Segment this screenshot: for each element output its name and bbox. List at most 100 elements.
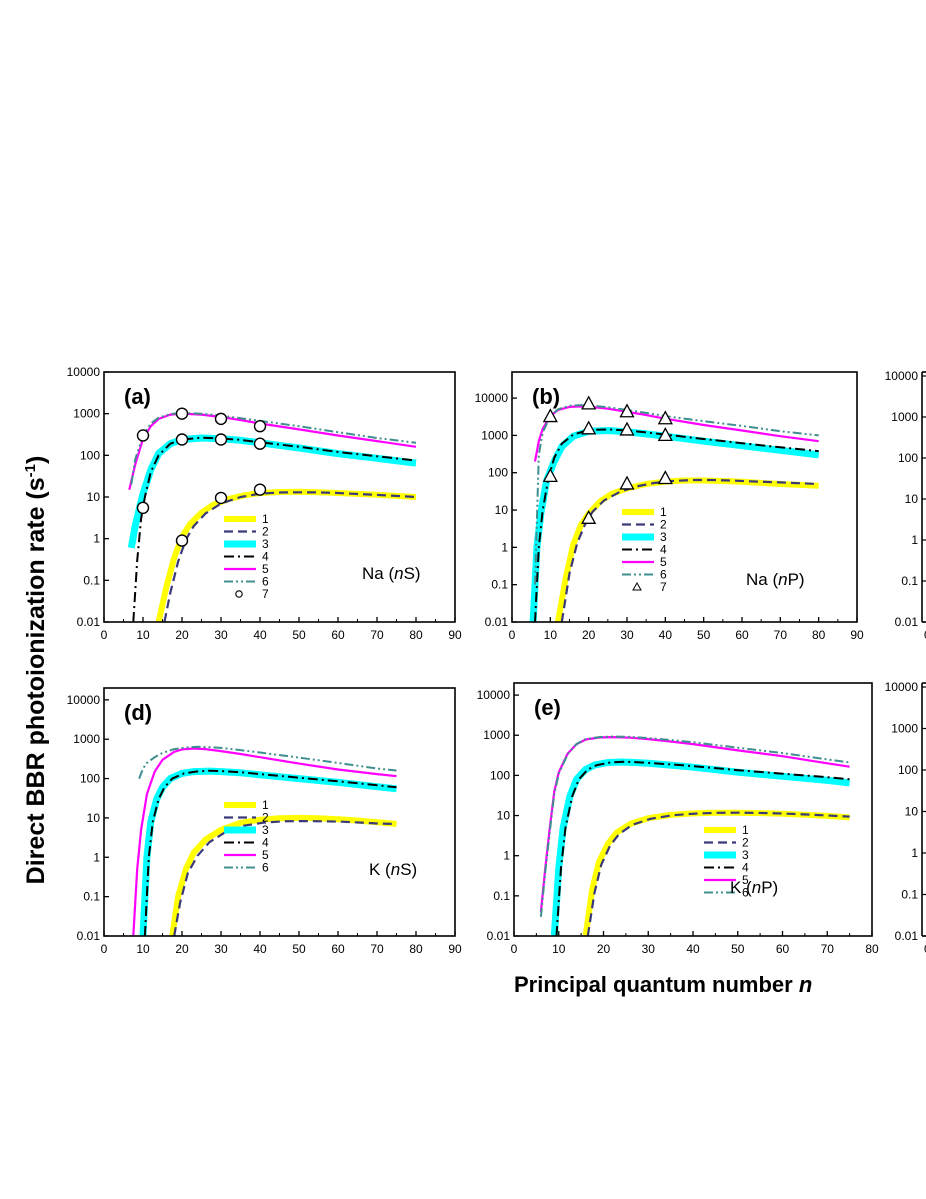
x-tick-label: 50 [697,628,711,642]
partial-y-tick-label: 1 [911,533,918,547]
legend-label: 2 [660,518,667,532]
species-name: K ( [369,860,391,879]
x-tick-label: 60 [331,942,345,956]
partial-y-tick-label: 10 [905,805,919,819]
x-tick-label: 40 [253,942,267,956]
partial-y-tick-label: 0.1 [901,888,918,902]
y-tick-label: 100 [80,448,100,462]
x-tick-label: 0 [511,942,518,956]
y-tick-label: 0.1 [491,578,508,592]
series-line-5 [128,412,417,490]
panel-label: (e) [534,695,561,720]
y-tick-label: 0.01 [77,615,101,629]
panel-b: 0 10 20 30 40 50 60 70 80 90 0.01 0.1 1 10 100 1000 1000… [475,371,864,642]
series-line-5 [533,405,819,462]
x-tick-label: 0 [101,628,108,642]
y-tick-label: 100 [80,772,100,786]
series-line-4 [132,436,417,622]
partial-y-tick-label: 1 [911,846,918,860]
panel-label: (b) [532,384,560,409]
y-tick-label: 10 [87,811,101,825]
x-tick-label: 70 [774,628,788,642]
y-tick-label: 0.1 [83,573,100,587]
legend-label: 4 [660,543,667,557]
x-tick-label: 0 [509,628,516,642]
x-tick-label: 70 [370,628,384,642]
data-marker [175,407,189,420]
legend-label: 3 [262,823,269,837]
y-tick-label: 0.1 [83,890,100,904]
x-tick-label: 40 [253,628,267,642]
legend-label: 6 [660,568,667,582]
x-tick-label: 30 [214,628,228,642]
plot-frame [103,371,456,623]
data-marker [657,427,673,442]
partial-y-tick-label: 100 [898,763,918,777]
partial-y-tick-label: 1000 [891,722,918,736]
series-line-4 [555,760,850,936]
x-tick-label: 80 [409,628,423,642]
legend-label: 2 [262,811,269,825]
legend-label: 6 [262,575,269,589]
series-group [127,411,417,622]
series-line-6 [539,735,850,917]
y-tick-label: 0.01 [485,615,509,629]
species-n: n [778,570,787,589]
species-annotation: K (nP) [730,878,778,897]
plot-frame [511,371,858,623]
data-marker [214,491,228,505]
legend-swatch [632,581,642,591]
species-state: S) [400,860,417,879]
partial-y-tick-label: 10000 [885,369,919,383]
legend-label: 1 [660,505,667,519]
legend-label: 5 [262,848,269,862]
y-tick-label: 10000 [67,693,101,707]
y-tick-label: 10 [87,490,101,504]
x-tick-label: 90 [448,942,462,956]
partial-y-tick-label: 100 [898,451,918,465]
species-state: P) [761,878,778,897]
x-tick-label: 60 [331,628,345,642]
x-tick-label: 10 [552,942,566,956]
species-annotation: K (nS) [369,860,417,879]
x-tick-label: 60 [776,942,790,956]
legend-label: 2 [262,525,269,539]
x-tick-label: 50 [731,942,745,956]
x-tick-label: 50 [292,942,306,956]
y-tick-label: 1 [501,540,508,554]
series-line-3 [139,767,397,936]
series-group [539,735,850,936]
data-marker [581,509,597,524]
data-marker [175,433,189,446]
x-tick-label: 90 [850,628,864,642]
series-line-1 [169,814,397,936]
legend-label: 4 [742,861,749,875]
species-state: P) [788,570,805,589]
series-line-6 [138,745,397,779]
panel-f-partial: 0.01 0.1 1 10 100 1000 10000 0 [885,680,926,956]
x-tick-label: 20 [175,942,189,956]
species-n: n [394,564,403,583]
x-tick-label: 10 [544,628,558,642]
series-line-3 [529,427,820,622]
y-tick-label: 10000 [67,365,101,379]
y-tick-label: 0.01 [487,929,511,943]
series-group [132,745,397,936]
legend-label: 7 [262,587,269,601]
data-marker [542,467,558,482]
x-tick-label: 80 [865,942,879,956]
x-tick-label: 80 [812,628,826,642]
data-marker [253,420,267,433]
x-tick-label: 40 [659,628,673,642]
data-marker [136,501,150,515]
partial-y-tick-label: 0.01 [895,929,919,943]
plot-frame [103,687,456,937]
data-marker [581,395,597,410]
y-tick-label: 100 [490,768,510,782]
y-tick-label: 0.1 [493,889,510,903]
y-tick-label: 1 [93,850,100,864]
data-marker [619,475,635,490]
